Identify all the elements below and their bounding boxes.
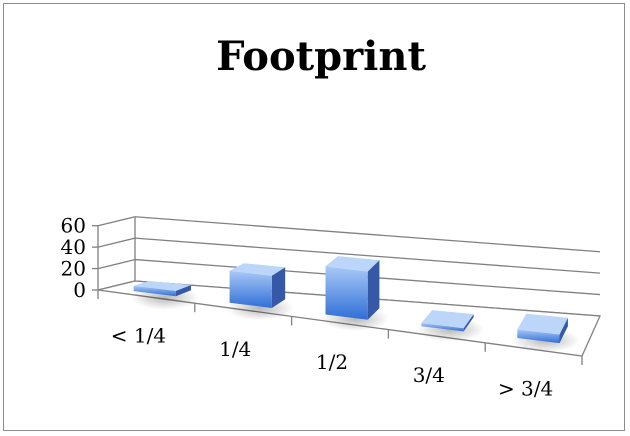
bar-side	[367, 260, 380, 320]
x-tick-label: 1/4	[219, 337, 251, 361]
bar-side	[271, 267, 286, 308]
gridline-side	[97, 237, 136, 248]
bar-top	[517, 313, 568, 335]
gridline	[134, 237, 601, 274]
chart-frame: Footprint 0 20 40 60 < 1/4 1/4 1/2 3/4 > 3/4	[3, 3, 625, 431]
bar-top	[229, 263, 286, 276]
bar-layer	[130, 256, 580, 353]
gridline-side	[97, 216, 136, 227]
x-tick-label: > 3/4	[498, 376, 553, 400]
x-tick-label: 1/2	[316, 350, 348, 374]
y-tick-label: 0	[73, 278, 86, 302]
bar	[226, 263, 295, 321]
chart-title: Footprint	[216, 33, 426, 80]
bar-side	[175, 285, 191, 297]
bar-front	[229, 270, 272, 308]
bar	[130, 281, 199, 310]
bar	[416, 310, 485, 342]
bar-side	[463, 314, 474, 332]
bar-top	[325, 256, 380, 272]
gridline	[134, 216, 601, 253]
bar-front	[517, 329, 560, 344]
bar	[511, 313, 580, 353]
bar-top	[421, 310, 474, 329]
bar-front	[325, 266, 368, 320]
bar-front	[133, 285, 176, 297]
gridline-side	[97, 258, 136, 270]
bar	[321, 256, 390, 331]
x-tick-label: < 1/4	[111, 324, 166, 348]
bar-front	[421, 323, 464, 332]
x-tick-label: 3/4	[413, 363, 445, 387]
y-tick-label: 20	[61, 257, 86, 281]
bar-side	[559, 317, 568, 344]
y-tick-label: 60	[61, 214, 86, 238]
bar-top	[133, 281, 191, 291]
y-tick-label: 40	[61, 235, 86, 259]
